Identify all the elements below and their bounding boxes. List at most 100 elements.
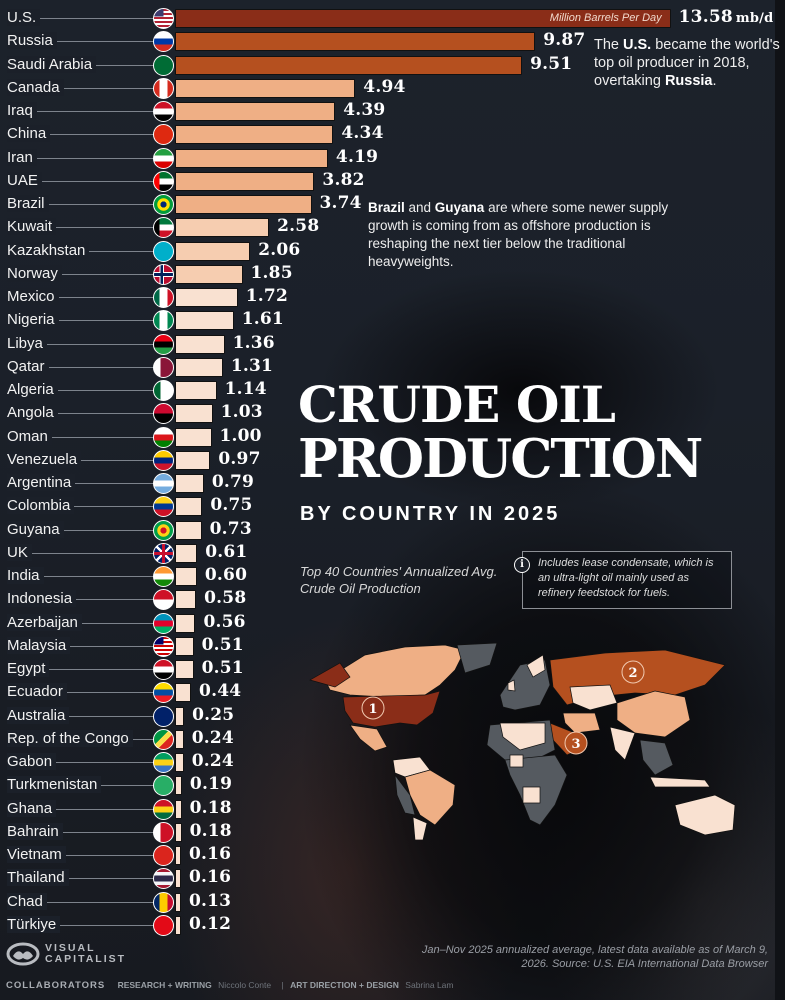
country-label: Brazil	[7, 195, 49, 212]
country-label: Kuwait	[7, 218, 57, 236]
title-line-1: CRUDE OIL	[298, 375, 616, 434]
flag-icon	[153, 403, 174, 425]
map-indonesia	[649, 776, 711, 788]
leader-line	[10, 552, 160, 554]
bar	[175, 915, 181, 935]
bar	[175, 195, 312, 214]
country-label: Mexico	[7, 288, 59, 305]
map-mexico	[349, 724, 388, 752]
unit-suffix: mb/d	[735, 11, 774, 26]
flag-icon	[153, 217, 174, 239]
flag-icon	[153, 240, 174, 262]
bar	[175, 241, 251, 261]
chart-row: Iran 4.19	[0, 147, 785, 170]
bar	[175, 729, 184, 749]
bar	[175, 474, 204, 493]
leader-line	[10, 459, 160, 461]
flag-icon	[153, 752, 174, 773]
value-label: 0.18	[189, 820, 232, 841]
map-brazil	[404, 769, 456, 826]
country-label: Australia	[7, 706, 70, 724]
flag-icon	[153, 868, 174, 890]
leader-line	[10, 227, 160, 229]
country-label: Venezuela	[7, 450, 82, 468]
flag-icon	[153, 519, 174, 541]
value-label: 9.87	[543, 30, 586, 51]
country-label: Malaysia	[7, 636, 71, 654]
value-label: 3.82	[322, 169, 365, 190]
leader-line	[10, 692, 160, 694]
leader-line	[10, 18, 160, 19]
chart-description: Top 40 Countries' Annualized Avg. Crude …	[300, 564, 498, 596]
bar: Million Barrels Per Day	[175, 9, 671, 28]
chart-row: Egypt 0.51	[0, 658, 785, 681]
value-label: 3.74	[319, 193, 362, 213]
chart-row: Türkiye 0.12	[0, 914, 785, 937]
leader-line	[10, 808, 160, 810]
leader-line	[10, 855, 160, 856]
bar	[175, 55, 523, 75]
bar	[175, 148, 328, 168]
leader-line	[10, 273, 160, 275]
us-annotation: The U.S. became the world's top oil prod…	[594, 37, 780, 89]
value-label: 0.97	[218, 448, 261, 469]
value-label: 0.51	[201, 658, 244, 678]
leader-line	[10, 483, 160, 484]
chart-row: Angola 1.03	[0, 402, 785, 425]
country-label: UK	[7, 543, 32, 561]
country-label: UAE	[7, 171, 42, 189]
info-box: i Includes lease condensate, which is an…	[514, 551, 732, 609]
chart-row: Iraq 4.39	[0, 100, 785, 123]
country-label: Norway	[7, 264, 62, 282]
flag-icon	[153, 54, 174, 76]
value-label: 1.03	[220, 402, 263, 423]
info-icon: i	[514, 557, 530, 573]
flag-icon	[153, 310, 174, 332]
flag-icon	[153, 101, 174, 122]
value-label: 0.25	[192, 704, 235, 725]
bar	[175, 171, 315, 191]
bar	[175, 78, 356, 98]
value-label: 13.58 mb/d	[678, 7, 774, 27]
value-label: 0.60	[204, 565, 248, 585]
visual-capitalist-logo: VISUAL CAPITALIST	[6, 942, 126, 966]
svg-text:2: 2	[628, 666, 637, 681]
map-norway	[526, 654, 546, 678]
country-label: U.S.	[7, 9, 41, 26]
map-india	[609, 726, 636, 761]
source-note: Jan–Nov 2025 annualized average, latest …	[421, 944, 768, 970]
flag-icon	[153, 449, 174, 471]
country-label: Iran	[7, 148, 37, 166]
flag-icon	[153, 380, 174, 401]
chart-row: Australia 0.25	[0, 705, 785, 728]
chart-row: Gabon 0.24	[0, 751, 785, 774]
value-label: 0.73	[209, 518, 252, 539]
chart-row: Norway 1.85	[0, 263, 785, 286]
map-argentina	[412, 816, 428, 840]
bar	[175, 218, 270, 238]
credits: COLLABORATORS RESEARCH + WRITING Niccolo…	[6, 980, 454, 991]
flag-icon	[153, 31, 174, 53]
chart-row: Qatar 1.31	[0, 356, 785, 379]
chart-row: Indonesia 0.58	[0, 588, 785, 611]
chart-row: Algeria 1.14	[0, 379, 785, 402]
map-algeria-libya	[499, 722, 546, 751]
chart-row: India 0.60	[0, 565, 785, 588]
flag-icon	[153, 612, 174, 634]
chart-row: Oman 1.00	[0, 426, 785, 449]
country-label: Ecuador	[7, 683, 67, 701]
chart-row: Saudi Arabia 9.51	[0, 54, 785, 77]
country-label: Colombia	[7, 497, 75, 515]
leader-line	[10, 343, 160, 345]
bar	[175, 404, 213, 424]
brazil-guyana-annotation: Brazil and Guyana are where some newer s…	[368, 200, 669, 269]
chart-row: China 4.34	[0, 123, 785, 146]
leader-line	[10, 645, 160, 647]
flag-icon	[153, 263, 174, 285]
bar	[175, 846, 181, 865]
page-title: CRUDE OIL PRODUCTION	[298, 375, 778, 487]
country-label: Thailand	[7, 869, 69, 887]
leader-line	[10, 622, 160, 624]
bar	[175, 799, 182, 819]
